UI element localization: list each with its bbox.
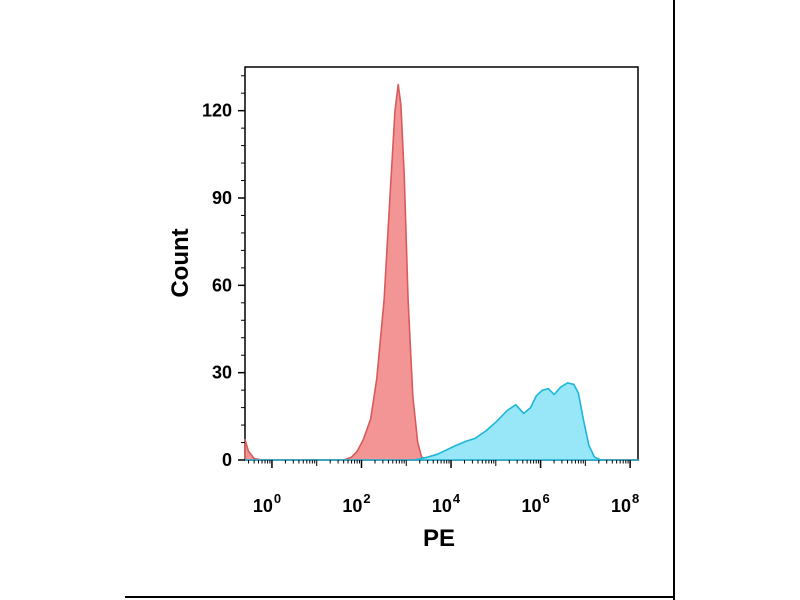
y-tick-label: 30 xyxy=(212,363,232,383)
histogram-series-2 xyxy=(244,382,639,461)
y-axis-title: Count xyxy=(167,228,194,297)
y-tick-label: 0 xyxy=(222,450,232,470)
x-axis-title: PE xyxy=(423,525,455,552)
series-layer xyxy=(244,83,639,461)
x-tick-label: 100 xyxy=(253,491,281,516)
x-tick-label: 102 xyxy=(342,491,370,516)
frame-bottom-border xyxy=(125,596,675,598)
frame-right-border xyxy=(673,0,675,600)
y-tick-label: 60 xyxy=(212,275,232,295)
y-tick-label: 120 xyxy=(202,101,232,121)
x-tick-label: 104 xyxy=(432,491,461,516)
x-tick-label: 106 xyxy=(521,491,549,516)
y-tick-label: 90 xyxy=(212,188,232,208)
axes-layer: 0 30 60 90 120 100 102 104 106 108 xyxy=(202,75,639,516)
x-tick-label: 108 xyxy=(611,491,639,516)
